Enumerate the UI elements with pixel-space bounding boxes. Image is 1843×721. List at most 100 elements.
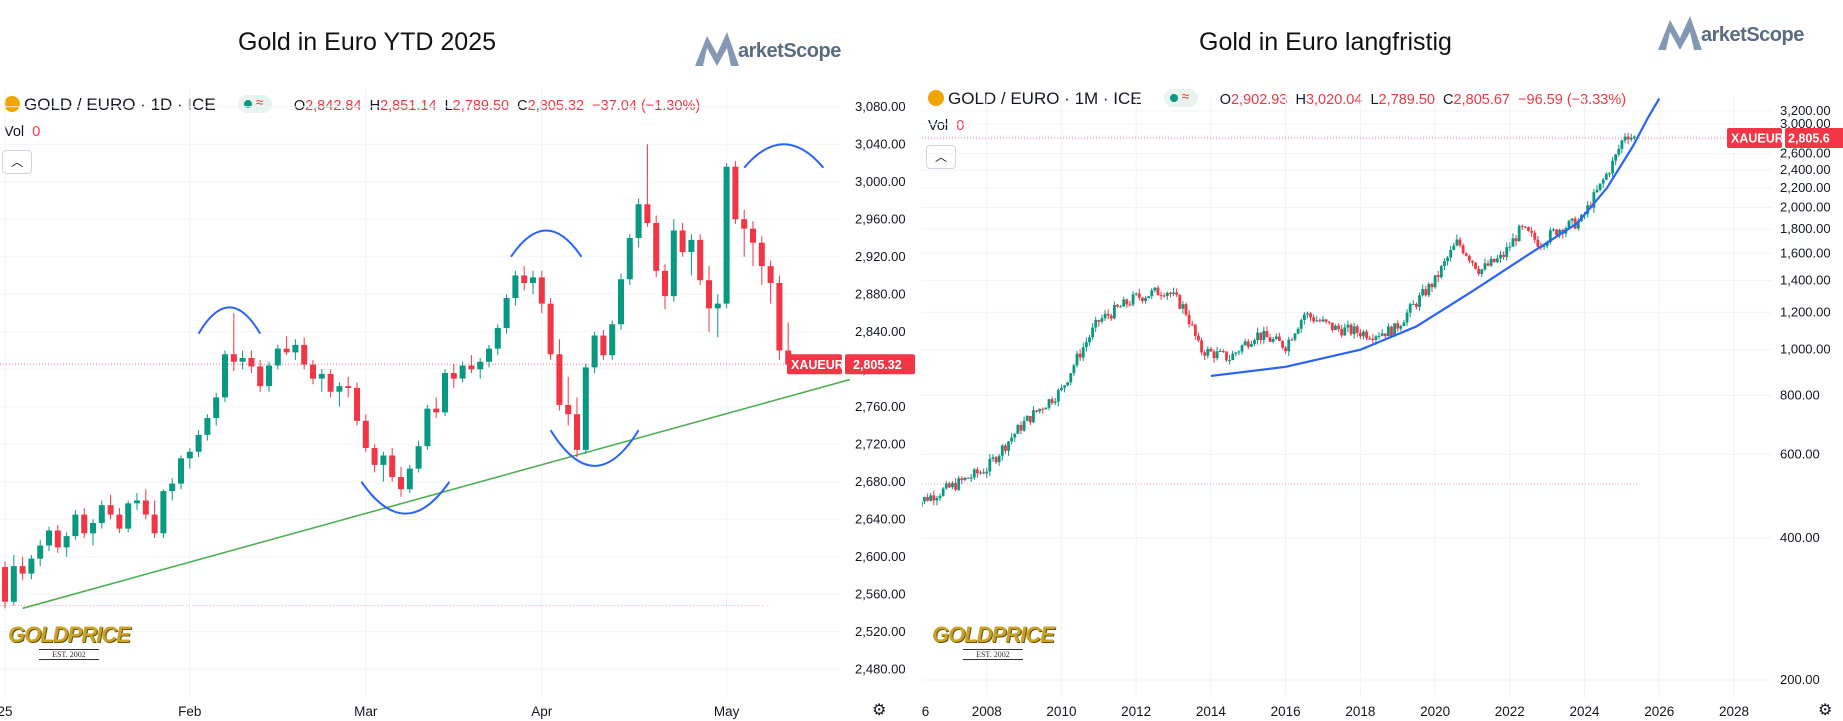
candle xyxy=(1078,349,1082,361)
x-tick-label: 25 xyxy=(0,704,13,719)
candle-body xyxy=(204,418,211,435)
candle-body xyxy=(1455,239,1459,246)
candle-body xyxy=(1340,328,1344,336)
candle xyxy=(1533,230,1537,244)
settings-gear-icon[interactable]: ⚙ xyxy=(872,702,887,719)
candle xyxy=(1200,337,1203,356)
candle-body xyxy=(1172,292,1175,295)
status-dot-icon xyxy=(243,100,252,108)
candle-body xyxy=(926,496,929,501)
candle xyxy=(1022,416,1026,432)
y-tick-label: 400.00 xyxy=(1780,530,1820,545)
candle-body xyxy=(1508,246,1512,248)
candle xyxy=(1502,251,1505,260)
indicator-toggle[interactable]: ≈ xyxy=(1163,88,1198,107)
symbol-label[interactable]: GOLD / EURO · 1M · ICE xyxy=(948,89,1142,108)
y-tick-label: 2,600.00 xyxy=(1780,146,1831,161)
candle xyxy=(1237,350,1241,356)
candle xyxy=(538,270,545,313)
candle xyxy=(963,477,967,482)
candle-body xyxy=(178,458,184,484)
candle xyxy=(1536,235,1540,248)
y-tick-label: 2,640.00 xyxy=(855,511,906,526)
candle-body xyxy=(951,482,954,488)
candle xyxy=(28,554,35,580)
candle xyxy=(1215,346,1219,361)
candle-body xyxy=(1623,136,1627,141)
x-tick-label: 2008 xyxy=(972,704,1002,719)
candle xyxy=(670,219,677,302)
candle xyxy=(1626,132,1630,145)
candle xyxy=(997,453,1001,466)
candle xyxy=(1321,315,1325,323)
low-value: 2,789.50 xyxy=(1378,92,1435,108)
x-tick-label: 006 xyxy=(922,704,929,719)
longterm-candlestick-chart[interactable]: 200.00 400.00 600.00 800.00 1,000.00 1,200.00… xyxy=(922,0,1843,721)
candle xyxy=(1530,226,1534,237)
candle-body xyxy=(985,471,989,474)
candle-body xyxy=(1069,373,1073,383)
candle-body xyxy=(1075,353,1079,366)
candle xyxy=(1408,302,1412,318)
candle-body xyxy=(477,361,484,370)
candle xyxy=(1000,444,1004,461)
candle-body xyxy=(1349,324,1353,335)
candle xyxy=(1601,177,1605,189)
candle xyxy=(1013,433,1017,442)
top-arc-marker xyxy=(197,306,262,335)
y-tick-label: 600.00 xyxy=(1780,447,1820,462)
candle xyxy=(1396,320,1400,332)
candle-body xyxy=(415,446,422,469)
candle xyxy=(1570,218,1574,226)
settings-gear-icon[interactable]: ⚙ xyxy=(1818,702,1833,719)
candle-body xyxy=(257,366,264,387)
candle xyxy=(1094,316,1098,332)
candle-body xyxy=(1399,325,1403,329)
candle-body xyxy=(266,365,272,387)
candle-body xyxy=(994,457,998,463)
candle-body xyxy=(732,166,739,220)
candle-body xyxy=(1103,313,1107,319)
candle xyxy=(732,161,739,224)
candle xyxy=(1284,346,1288,354)
candle-body xyxy=(923,496,926,502)
collapse-legend-button[interactable]: ︿ xyxy=(2,150,32,174)
candle-body xyxy=(1514,238,1518,242)
candle-body xyxy=(1492,258,1496,263)
vol-label: Vol xyxy=(928,118,949,134)
candle-body xyxy=(966,477,970,479)
candle xyxy=(1352,322,1356,339)
candle-body xyxy=(1393,323,1397,337)
candle xyxy=(1595,185,1599,194)
candle-body xyxy=(459,365,466,379)
candle-body xyxy=(1056,390,1060,402)
candle xyxy=(1268,334,1272,343)
candle xyxy=(1446,256,1449,266)
indicator-toggle[interactable]: ≈ xyxy=(237,94,272,113)
candle-body xyxy=(1449,250,1453,258)
candle xyxy=(433,397,440,418)
vol-value: 0 xyxy=(956,118,965,134)
collapse-legend-button[interactable]: ︿ xyxy=(926,145,956,169)
candle-body xyxy=(582,367,589,450)
candle-body xyxy=(1352,326,1356,335)
chart-title: Gold in Euro langfristig xyxy=(1199,28,1452,56)
candle-body xyxy=(565,404,572,415)
symbol-label[interactable]: GOLD / EURO · 1D · ICE xyxy=(24,95,216,114)
candle xyxy=(1514,235,1518,247)
candle xyxy=(1047,398,1051,410)
ytd-candlestick-chart[interactable]: 2,480.00 2,520.00 2,560.00 2,600.00 2,640.00… xyxy=(0,0,922,721)
candle xyxy=(714,294,721,338)
candle-body xyxy=(1200,340,1203,353)
candle-body xyxy=(1477,268,1481,274)
candle xyxy=(1402,319,1406,327)
candle-body xyxy=(1611,160,1614,174)
y-tick-label: 2,600.00 xyxy=(855,549,906,564)
candle xyxy=(1265,326,1269,338)
candle xyxy=(230,313,237,372)
candle xyxy=(10,554,17,606)
candle xyxy=(1141,296,1144,304)
candle-body xyxy=(1053,401,1057,403)
candle-body xyxy=(1324,319,1328,322)
candle-body xyxy=(1293,333,1297,340)
